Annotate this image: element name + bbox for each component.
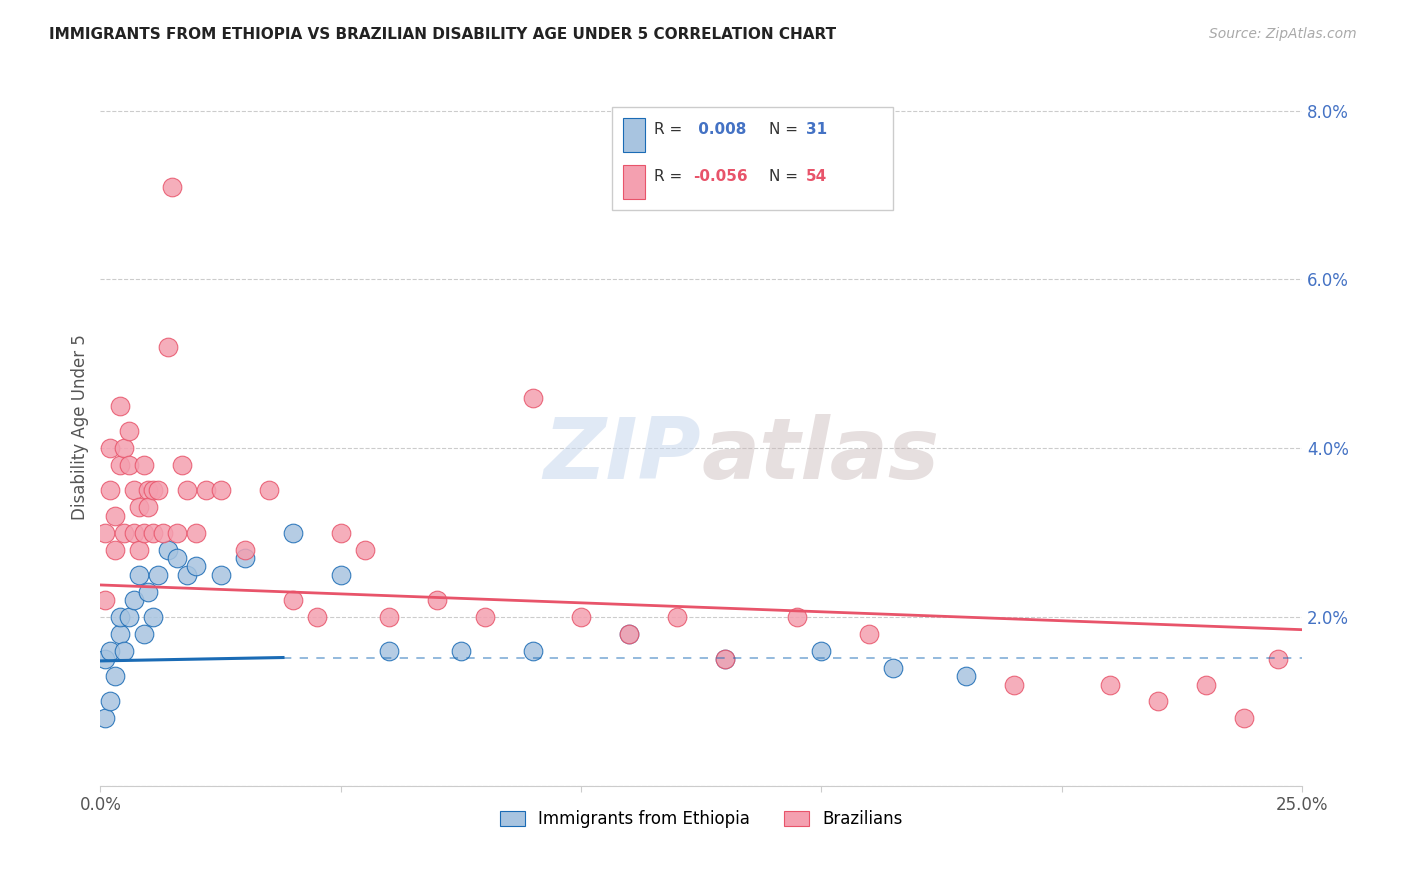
Point [112, 525, 135, 540]
Point [152, 525, 174, 540]
Point [156, 340, 179, 354]
Point [186, 525, 208, 540]
Point [112, 644, 135, 658]
Point [450, 644, 472, 658]
Point [98, 694, 121, 708]
Text: R =: R = [654, 122, 688, 137]
Text: 31: 31 [806, 122, 827, 137]
Point [1002, 677, 1025, 691]
Point [108, 458, 131, 472]
Point [617, 627, 640, 641]
Point [522, 644, 544, 658]
Point [166, 525, 188, 540]
Point [146, 483, 169, 498]
Point [281, 525, 304, 540]
Point [122, 483, 145, 498]
Point [132, 458, 155, 472]
Point [810, 644, 832, 658]
Point [786, 610, 808, 624]
Point [108, 627, 131, 641]
Point [329, 525, 352, 540]
Point [104, 669, 127, 683]
Point [522, 391, 544, 405]
Point [138, 584, 160, 599]
Point [122, 525, 145, 540]
Point [112, 442, 135, 456]
Point [94, 652, 117, 666]
Point [955, 669, 977, 683]
Text: 54: 54 [806, 169, 827, 185]
Point [377, 610, 399, 624]
Point [132, 627, 155, 641]
Point [1233, 711, 1256, 725]
Point [209, 483, 232, 498]
Point [377, 644, 399, 658]
Point [1195, 677, 1218, 691]
Text: N =: N = [769, 169, 803, 185]
Point [138, 500, 160, 515]
Text: R =: R = [654, 169, 688, 185]
Point [94, 593, 117, 607]
Point [98, 644, 121, 658]
Point [714, 652, 737, 666]
Point [156, 542, 179, 557]
Point [281, 593, 304, 607]
Point [104, 508, 127, 523]
Text: atlas: atlas [702, 415, 939, 498]
Text: Source: ZipAtlas.com: Source: ZipAtlas.com [1209, 27, 1357, 41]
Point [108, 399, 131, 413]
Point [474, 610, 496, 624]
Point [569, 610, 592, 624]
Text: N =: N = [769, 122, 803, 137]
Point [108, 610, 131, 624]
Point [118, 610, 141, 624]
Point [1146, 694, 1168, 708]
Point [128, 500, 150, 515]
Text: IMMIGRANTS FROM ETHIOPIA VS BRAZILIAN DISABILITY AGE UNDER 5 CORRELATION CHART: IMMIGRANTS FROM ETHIOPIA VS BRAZILIAN DI… [49, 27, 837, 42]
Point [186, 559, 208, 574]
Text: -0.056: -0.056 [693, 169, 748, 185]
Point [118, 458, 141, 472]
Point [98, 483, 121, 498]
Point [617, 627, 640, 641]
Point [122, 593, 145, 607]
Point [118, 425, 141, 439]
Point [104, 542, 127, 557]
Point [209, 567, 232, 582]
Point [426, 593, 449, 607]
Point [128, 567, 150, 582]
Point [94, 525, 117, 540]
Point [257, 483, 280, 498]
Point [142, 483, 165, 498]
Point [176, 567, 198, 582]
Point [233, 551, 256, 566]
Point [329, 567, 352, 582]
Text: 0.008: 0.008 [693, 122, 747, 137]
Point [305, 610, 328, 624]
Point [132, 525, 155, 540]
Point [233, 542, 256, 557]
Y-axis label: Disability Age Under 5: Disability Age Under 5 [72, 334, 89, 520]
Point [666, 610, 689, 624]
Point [882, 660, 904, 674]
Point [128, 542, 150, 557]
Point [195, 483, 218, 498]
Point [1098, 677, 1121, 691]
Point [142, 610, 165, 624]
Legend: Immigrants from Ethiopia, Brazilians: Immigrants from Ethiopia, Brazilians [494, 804, 908, 835]
Point [146, 567, 169, 582]
Point [1267, 652, 1289, 666]
Point [138, 483, 160, 498]
Point [858, 627, 880, 641]
Point [142, 525, 165, 540]
Point [162, 179, 184, 194]
Point [714, 652, 737, 666]
Point [98, 442, 121, 456]
Text: ZIP: ZIP [544, 415, 702, 498]
Point [166, 551, 188, 566]
Point [353, 542, 375, 557]
Point [94, 711, 117, 725]
Point [176, 483, 198, 498]
Point [170, 458, 193, 472]
